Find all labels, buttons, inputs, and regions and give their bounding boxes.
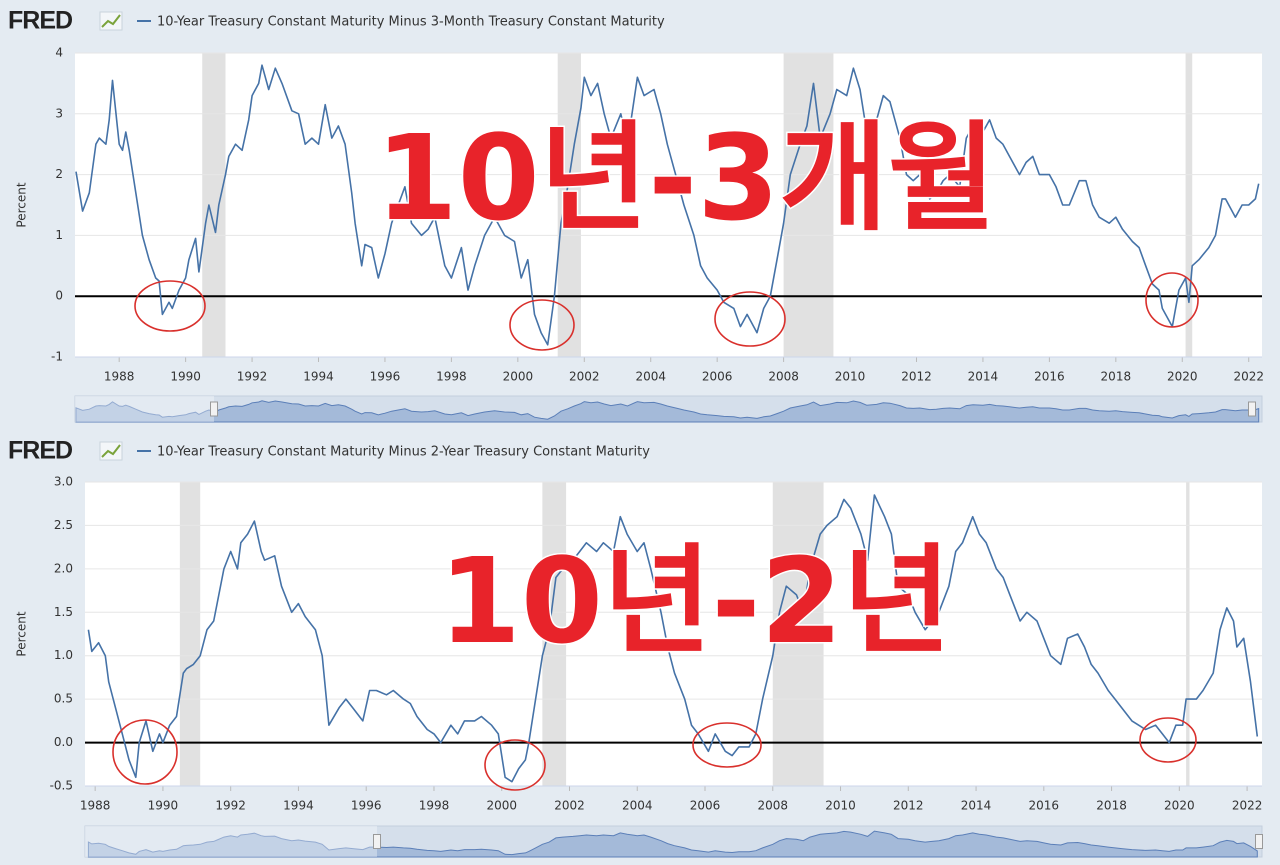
- x-tick-label: 1988: [80, 799, 111, 813]
- y-tick-label: 1.0: [54, 648, 73, 662]
- highlights: [112, 272, 1199, 791]
- recession-band: [783, 53, 834, 357]
- chart: FRED -0.5 0.0 0.5 1.0 1.5 2.0 2.5 3.0 1988 1990 199…: [8, 437, 1263, 858]
- x-tick-label: 1996: [351, 799, 382, 813]
- x-tick-label: 2022: [1232, 799, 1263, 813]
- x-tick-label: 2008: [757, 799, 788, 813]
- navigator-mask: [85, 826, 377, 857]
- x-tick-label: 1992: [215, 799, 246, 813]
- x-tick-label: 2004: [622, 799, 653, 813]
- annotation: 10년-2년: [439, 532, 951, 670]
- x-tick-label: 1990: [148, 799, 179, 813]
- x-tick-label: 2016: [1029, 799, 1060, 813]
- x-tick-label: 2008: [768, 370, 799, 384]
- logo: FRED: [8, 7, 72, 35]
- x-tick-label: 1998: [436, 370, 467, 384]
- plot-area: [85, 482, 1262, 786]
- x-tick-label: 2016: [1034, 370, 1065, 384]
- logo-icon: [99, 441, 123, 461]
- x-tick-label: 2004: [635, 370, 666, 384]
- y-tick-label: -1: [51, 350, 63, 364]
- y-tick-label: 4: [55, 46, 63, 60]
- x-tick-label: 2014: [968, 370, 999, 384]
- annotation: 10년-3개월: [376, 109, 997, 247]
- logo-icon-line: [101, 444, 121, 458]
- x-tick-label: 2020: [1167, 370, 1198, 384]
- x-tick-label: 2006: [702, 370, 733, 384]
- navigator-handle: [1255, 834, 1263, 849]
- highlight-circle: [484, 739, 546, 791]
- recession-band: [1186, 482, 1190, 786]
- y-tick-label: 1.5: [54, 605, 73, 619]
- navigator-series: [75, 400, 1260, 423]
- x-tick-label: 1990: [170, 370, 201, 384]
- y-tick-label: 3.0: [54, 475, 73, 489]
- x-tick-label: 1988: [104, 370, 135, 384]
- x-tick-label: 2000: [503, 370, 534, 384]
- highlight-circle: [112, 719, 178, 785]
- x-tick-label: 2006: [690, 799, 721, 813]
- logo: FRED: [8, 437, 72, 465]
- legend-label: 10-Year Treasury Constant Maturity Minus…: [157, 15, 665, 30]
- y-tick-label: 2.5: [54, 518, 73, 532]
- navigator-handle: [1248, 401, 1256, 417]
- x-tick-label: 2018: [1096, 799, 1127, 813]
- recession-band: [772, 482, 824, 786]
- y-tick-label: 3: [55, 106, 63, 120]
- x-tick-label: 2018: [1101, 370, 1132, 384]
- chart: FRED -1 0 1 2 3 4 1988 1990 1992 1994 1996 1998 2000 2…: [8, 7, 1264, 423]
- recession-band: [1185, 53, 1193, 357]
- x-tick-label: 1994: [303, 370, 334, 384]
- y-tick-label: 2: [55, 167, 63, 181]
- recession-band: [557, 53, 581, 357]
- y-tick-label: 0.0: [54, 735, 73, 749]
- recession-band: [542, 482, 567, 786]
- navigator-handle: [373, 834, 381, 849]
- navigator-mask: [75, 396, 214, 422]
- x-tick-label: 1992: [237, 370, 268, 384]
- x-tick-label: 2000: [486, 799, 517, 813]
- logo-icon-line: [101, 14, 121, 28]
- highlight-circle: [714, 291, 786, 347]
- navigator-handle: [210, 401, 218, 417]
- y-tick-label: 0.5: [54, 692, 73, 706]
- highlight-circle: [1145, 272, 1199, 328]
- x-tick-label: 2012: [893, 799, 924, 813]
- recession-band: [179, 482, 201, 786]
- x-tick-label: 1994: [283, 799, 314, 813]
- x-tick-label: 2022: [1233, 370, 1264, 384]
- highlight-circle: [134, 280, 206, 332]
- x-tick-label: 2014: [961, 799, 992, 813]
- x-tick-label: 2020: [1164, 799, 1195, 813]
- y-tick-label: 2.0: [54, 561, 73, 575]
- y-tick-label: -0.5: [50, 779, 73, 793]
- series-line: [87, 494, 1259, 783]
- y-axis-label: Percent: [15, 611, 29, 656]
- series-line: [75, 64, 1260, 346]
- x-tick-label: 2012: [901, 370, 932, 384]
- y-tick-label: 1: [55, 228, 63, 242]
- y-axis-label: Percent: [15, 182, 29, 227]
- x-tick-label: 2002: [554, 799, 585, 813]
- highlight-circle: [509, 299, 575, 351]
- highlight-circle: [1139, 717, 1197, 763]
- x-tick-label: 2010: [825, 799, 856, 813]
- x-tick-label: 2002: [569, 370, 600, 384]
- navigator-series: [87, 830, 1258, 858]
- y-tick-label: 0: [55, 289, 63, 303]
- logo-icon: [99, 11, 123, 31]
- x-tick-label: 1996: [370, 370, 401, 384]
- highlight-circle: [692, 722, 762, 768]
- recession-band: [202, 53, 226, 357]
- x-tick-label: 1998: [419, 799, 450, 813]
- legend-label: 10-Year Treasury Constant Maturity Minus…: [157, 445, 650, 460]
- x-tick-label: 2010: [835, 370, 866, 384]
- charts: FRED -1 0 1 2 3 4 1988 1990 1992 1994 1996 1998 2000 2…: [8, 7, 1264, 858]
